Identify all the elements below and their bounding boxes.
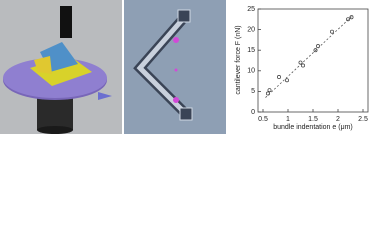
y-tick-label: 20 <box>247 26 255 33</box>
cylinder-base <box>37 126 73 134</box>
microscope-panel <box>124 0 226 134</box>
plot-frame <box>257 8 369 113</box>
data-point <box>301 63 305 68</box>
pad <box>177 9 191 23</box>
pad <box>179 107 193 121</box>
figure: bundle indentation e (μm) cantilever for… <box>0 0 369 134</box>
data-point <box>285 78 289 83</box>
y-tick-label: 25 <box>247 6 255 13</box>
y-tick-label: 0 <box>251 109 255 116</box>
chevron <box>136 18 188 116</box>
x-tick-label: 1.5 <box>308 116 318 123</box>
y-axis-title: cantilever force F (nN) <box>235 25 242 94</box>
x-tick-label: 2 <box>336 116 340 123</box>
data-point <box>267 88 272 93</box>
data-point <box>346 17 350 22</box>
marker-dot <box>173 37 179 43</box>
data-point <box>277 75 281 79</box>
y-tick-label: 5 <box>251 88 255 95</box>
marker-dot <box>174 68 178 72</box>
marker-dot <box>173 97 179 103</box>
render-panel <box>0 0 122 134</box>
holder <box>34 56 52 74</box>
cantilever-rod <box>60 6 72 38</box>
chart: bundle indentation e (μm) cantilever for… <box>235 6 369 131</box>
fit-line <box>265 14 354 98</box>
cylinder <box>37 96 73 130</box>
arrow <box>98 92 112 100</box>
x-tick-label: 2.5 <box>358 116 368 123</box>
data-point <box>313 48 318 53</box>
y-tick-label: 15 <box>247 47 255 54</box>
data-point <box>349 15 354 20</box>
x-tick-label: 0.5 <box>258 116 268 123</box>
x-axis-title: bundle indentation e (μm) <box>273 124 353 131</box>
y-tick-label: 10 <box>247 68 255 75</box>
data-point <box>330 29 334 34</box>
x-tick-label: 1 <box>286 116 290 123</box>
